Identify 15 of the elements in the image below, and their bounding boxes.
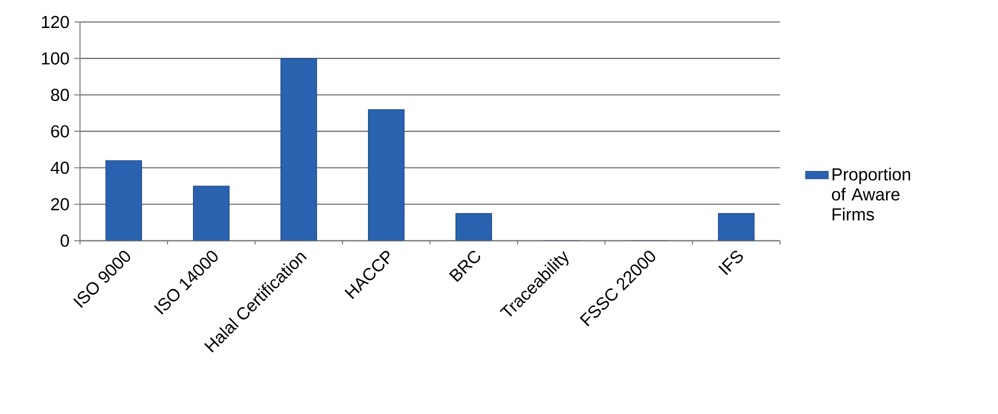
bar (368, 109, 405, 241)
y-tick-label: 100 (42, 52, 69, 65)
bar (105, 160, 142, 241)
bar (280, 58, 318, 241)
y-tick-label: 0 (60, 234, 69, 247)
y-tick-label: 60 (51, 125, 69, 138)
bar (192, 186, 230, 241)
x-tick-label: IFS (718, 250, 743, 276)
bar (455, 213, 492, 241)
y-tick-label: 40 (50, 162, 69, 174)
y-tick-label: 120 (42, 16, 69, 28)
y-tick-label: 20 (51, 198, 69, 210)
legend-label: Proportion of Aware Firms (832, 168, 910, 221)
y-tick-label: 80 (51, 88, 69, 102)
bar (718, 213, 755, 241)
